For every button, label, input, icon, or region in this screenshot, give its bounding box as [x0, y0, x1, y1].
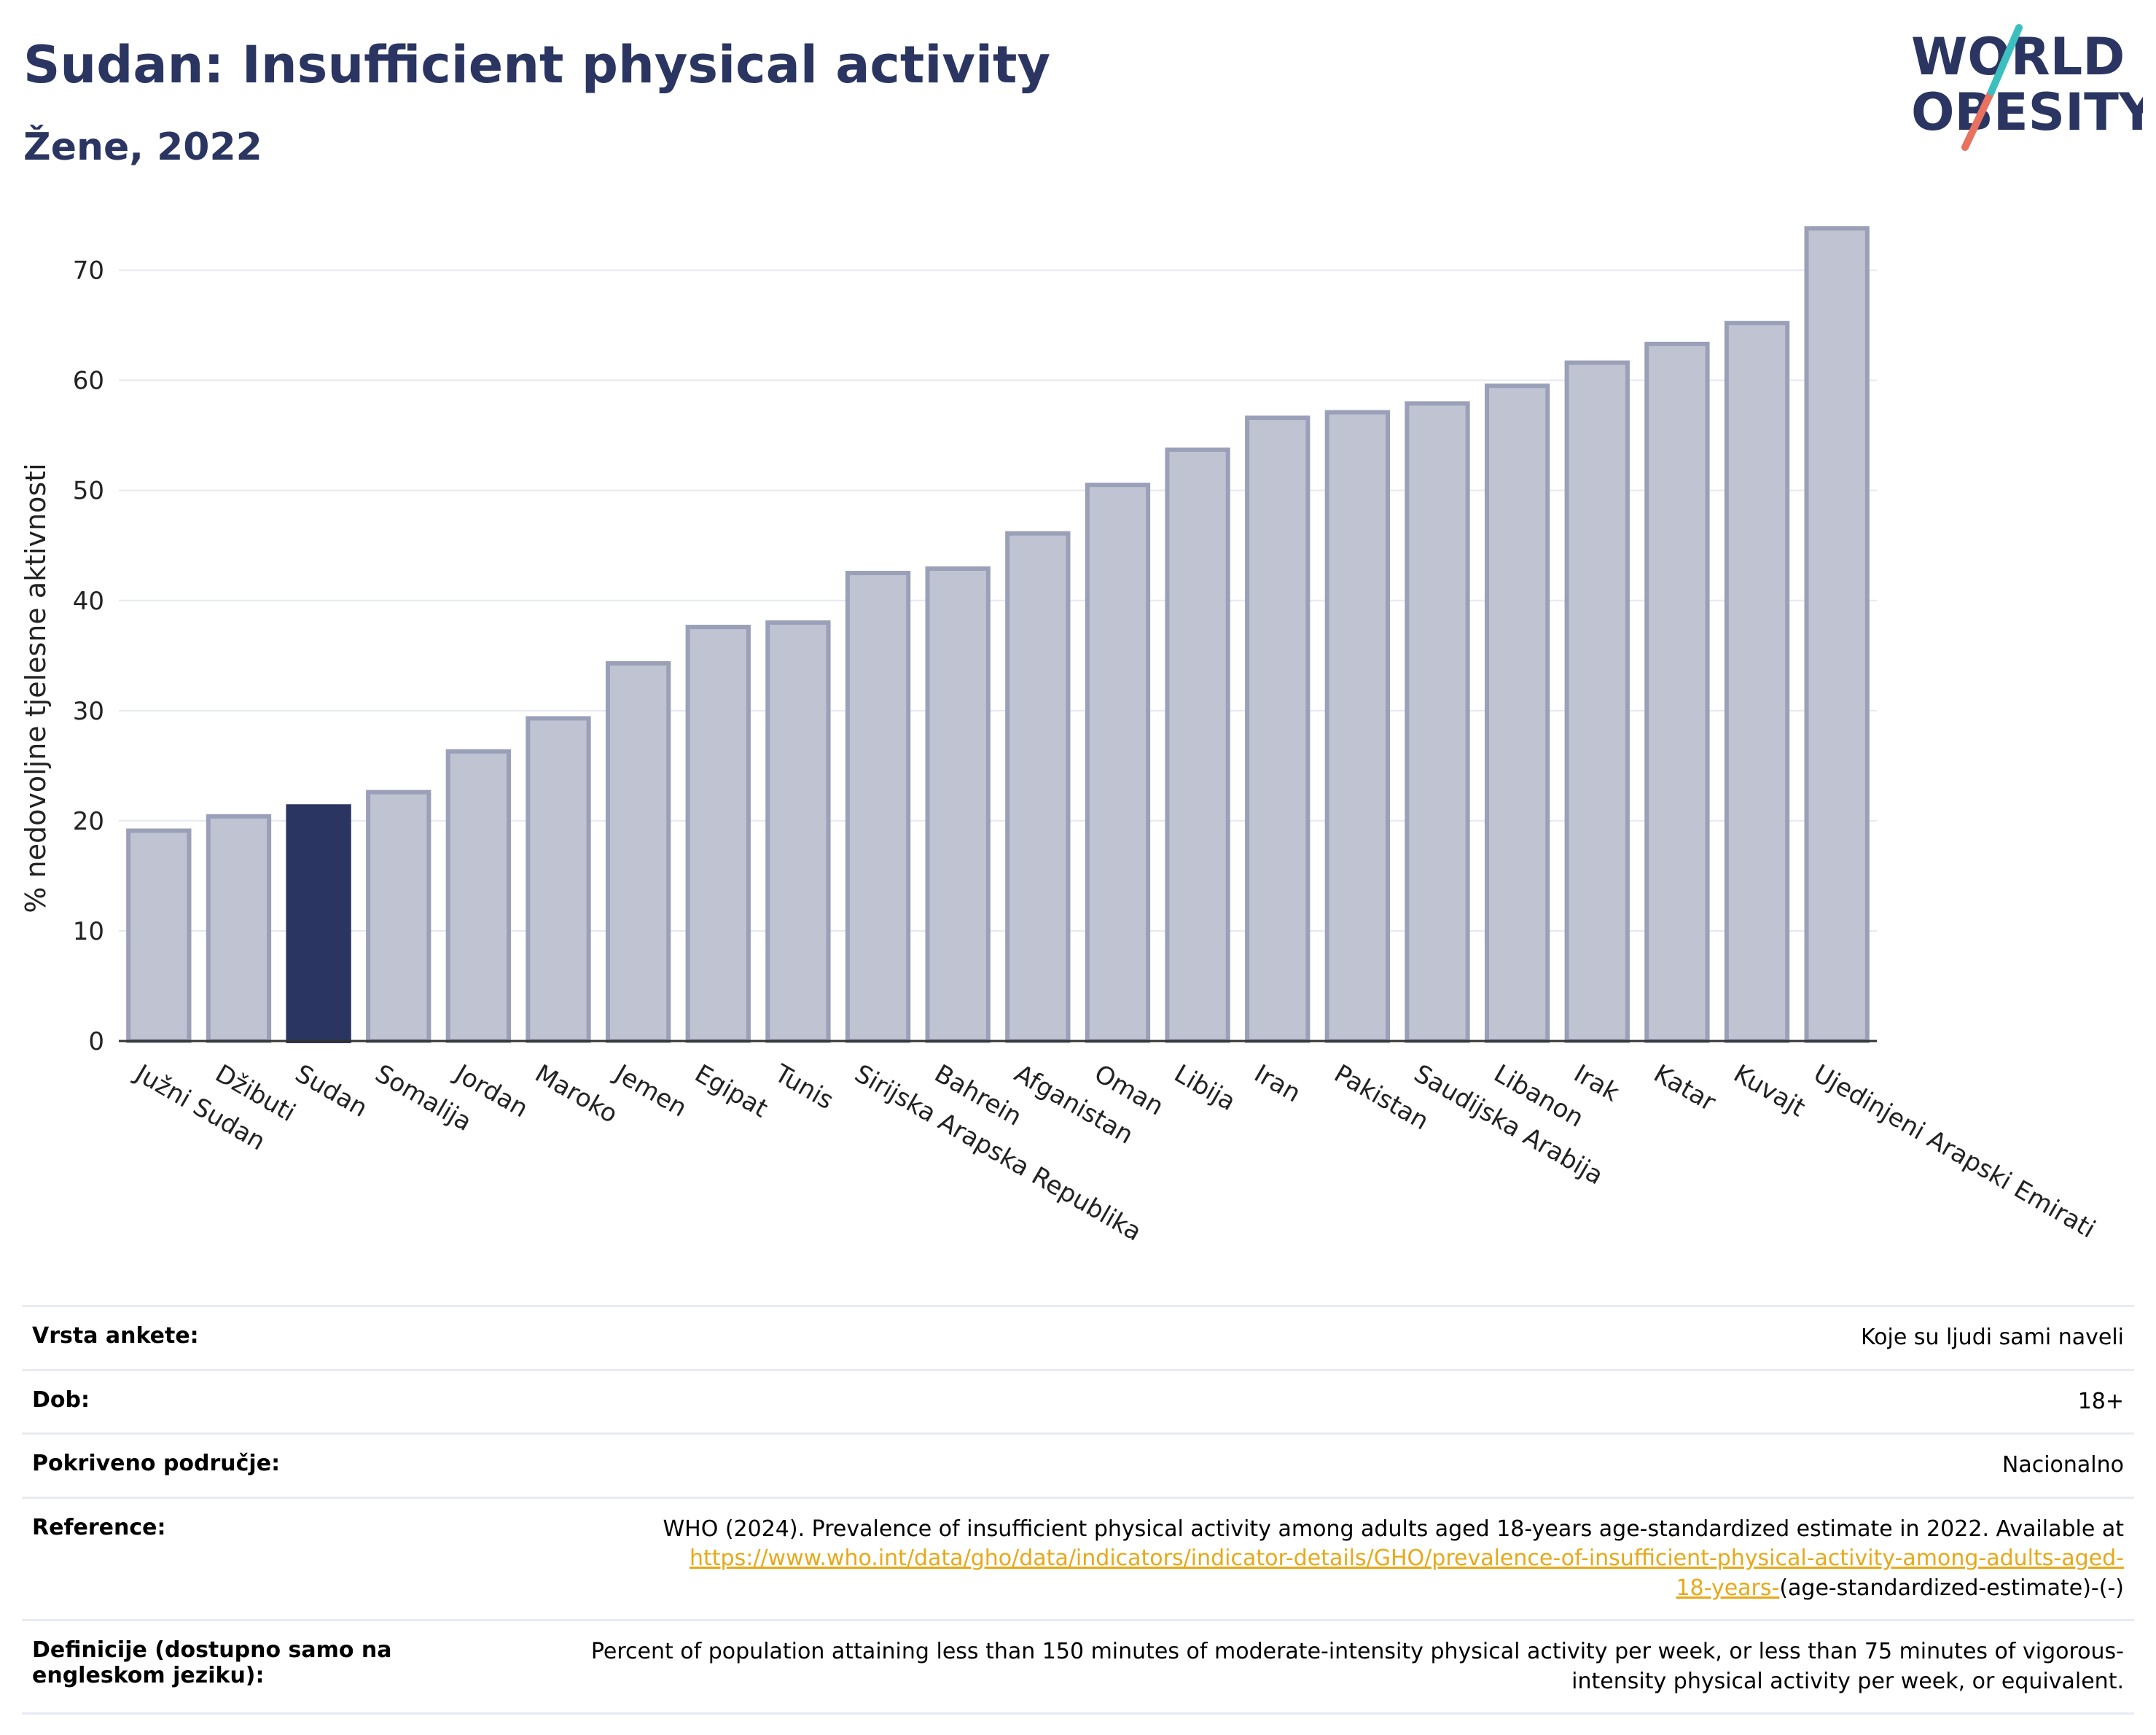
info-row-age: Dob: 18+ [22, 1368, 2134, 1434]
x-tick-label: Katar [1649, 1059, 1721, 1118]
y-tick-label: 20 [73, 807, 104, 836]
info-table: Vrsta ankete: Koje su ljudi sami naveli … [22, 1305, 2134, 1715]
y-tick-label: 30 [73, 697, 104, 726]
reference-link[interactable]: https://www.who.int/data/gho/data/indica… [690, 1545, 2124, 1601]
coverage-value: Nacionalno [538, 1432, 2134, 1497]
bar [1644, 341, 1710, 1043]
y-tick-label: 40 [73, 587, 104, 616]
x-tick-label: Libija [1169, 1059, 1241, 1117]
page-title: Sudan: Insufficient physical activity [23, 35, 1051, 95]
bar [445, 749, 512, 1043]
bar [685, 625, 751, 1043]
reference-value: WHO (2024). Prevalence of insufficient p… [538, 1496, 2134, 1621]
bar [1324, 410, 1391, 1043]
reference-link-part-1: https://www.who.int/data/gho/data/indica… [690, 1545, 2124, 1571]
info-row-reference: Reference: WHO (2024). Prevalence of ins… [22, 1496, 2134, 1621]
bar [1245, 416, 1311, 1043]
bar [605, 660, 671, 1043]
bar [206, 814, 272, 1044]
page-subtitle: Žene, 2022 [23, 125, 262, 169]
bar [1804, 226, 1870, 1044]
reference-label: Reference: [22, 1496, 538, 1621]
bar [286, 804, 351, 1043]
y-tick-label: 10 [73, 917, 104, 946]
age-label: Dob: [22, 1368, 538, 1434]
info-row-definition: Definicije (dostupno samo na engleskom j… [22, 1619, 2134, 1715]
y-axis-label: % nedovoljne tjelesne aktivnosti [20, 463, 52, 913]
y-tick-label: 50 [73, 477, 104, 506]
x-tick-label: Kuvajt [1729, 1059, 1811, 1123]
y-tick-label: 60 [73, 367, 104, 396]
bar-chart: 0 10 20 30 40 50 60 70 Južni SudanDžibutiSudanS… [20, 226, 2100, 1247]
survey-value: Koje su ljudi sami naveli [538, 1305, 2134, 1370]
bar [765, 620, 831, 1043]
y-tick-label: 0 [88, 1027, 104, 1056]
world-obesity-logo: WORLD OBESITY [1911, 24, 2143, 151]
bar [1484, 383, 1550, 1044]
chart-bars [126, 226, 1870, 1044]
bar [925, 566, 991, 1043]
x-tick-label: Irak [1569, 1059, 1624, 1108]
bar [1724, 321, 1790, 1043]
y-axis-ticks: 0 10 20 30 40 50 60 70 [73, 257, 104, 1056]
age-value: 18+ [538, 1368, 2134, 1434]
reference-tail: (age-standardized-estimate)-(-) [1779, 1575, 2124, 1601]
x-tick-label: Jemen [609, 1058, 692, 1123]
reference-text: WHO (2024). Prevalence of insufficient p… [663, 1516, 2124, 1542]
bar [1085, 483, 1151, 1043]
bar [526, 716, 591, 1043]
coverage-label: Pokriveno područje: [22, 1432, 538, 1497]
x-tick-label: Tunis [769, 1058, 838, 1115]
bar [1564, 360, 1630, 1043]
reference-link-part-2: 18-years- [1676, 1575, 1780, 1601]
definition-label: Definicije (dostupno samo na engleskom j… [22, 1619, 538, 1715]
bar [126, 828, 192, 1044]
logo-word-2: OBESITY [1911, 82, 2143, 142]
bar [366, 789, 431, 1043]
y-tick-label: 70 [73, 257, 104, 286]
info-row-coverage: Pokriveno područje: Nacionalno [22, 1432, 2134, 1497]
x-tick-label: Sudan [290, 1059, 372, 1123]
x-tick-label: Iran [1249, 1059, 1305, 1109]
bar [1165, 447, 1230, 1044]
definition-value: Percent of population attaining less tha… [538, 1619, 2134, 1715]
bar [1405, 401, 1470, 1043]
x-axis-ticks: Južni SudanDžibutiSudanSomalijaJordanMar… [129, 1058, 2100, 1247]
survey-label: Vrsta ankete: [22, 1305, 538, 1370]
x-tick-label: Egipat [690, 1059, 773, 1124]
bar [845, 571, 911, 1043]
bar [1005, 531, 1071, 1044]
info-row-survey: Vrsta ankete: Koje su ljudi sami naveli [22, 1305, 2134, 1370]
x-tick-label: Maroko [530, 1059, 622, 1129]
x-tick-label: Ujedinjeni Arapski Emirati [1808, 1059, 2100, 1244]
